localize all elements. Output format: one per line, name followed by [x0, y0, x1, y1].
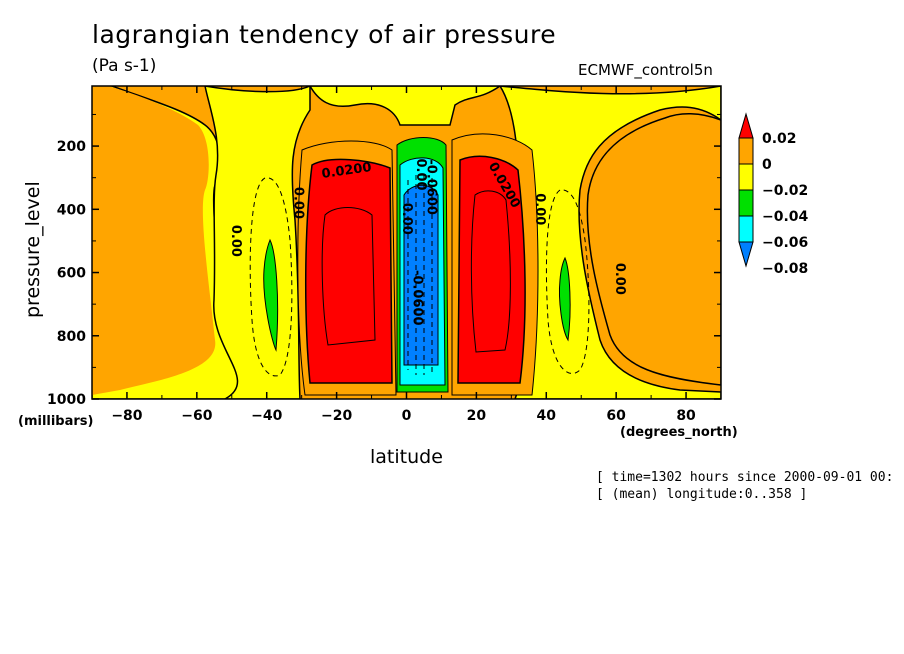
x-tick-label: −60 [181, 408, 212, 424]
legend-swatch [738, 163, 754, 191]
chart-title: lagrangian tendency of air pressure [92, 20, 557, 49]
legend-swatch [738, 112, 754, 139]
legend-swatch [738, 241, 754, 268]
legend-label: 0 [762, 157, 772, 173]
y-tick-label: 800 [57, 329, 86, 345]
contour-label: -0.0600 [423, 159, 438, 215]
contour-label: 0.00 [291, 187, 306, 219]
x-tick-label: −20 [321, 408, 352, 424]
x-tick-label: −80 [111, 408, 142, 424]
x-axis-label: latitude [370, 446, 443, 468]
legend-label: −0.02 [762, 183, 808, 199]
x-tick-label: 20 [467, 408, 487, 424]
y-tick-label: 400 [57, 202, 86, 218]
legend-label: −0.08 [762, 261, 808, 277]
color-legend: 0.02 0 −0.02 −0.04 −0.06 −0.08 [738, 112, 809, 277]
contour-dashed-sh [249, 177, 293, 377]
contour-dashed-nh [545, 189, 590, 374]
longitude-annotation: [ (mean) longitude:0..358 ] [596, 487, 808, 502]
legend-swatch [738, 215, 754, 243]
time-annotation: [ time=1302 hours since 2000-09-01 00: [596, 470, 894, 485]
y-tick-label: 600 [57, 266, 86, 282]
x-tick-label: −40 [251, 408, 282, 424]
contour-label: 0.00 [399, 203, 414, 235]
field-top-yellow [309, 86, 502, 126]
contour-dashed-column [407, 175, 433, 375]
y-axis: 1000 800 600 400 200 [47, 113, 721, 408]
y-axis-units: (millibars) [18, 414, 94, 429]
contour-label: 0.00 [228, 225, 243, 257]
x-tick-label: 0 [402, 408, 412, 424]
legend-label: −0.04 [762, 209, 809, 225]
contour-label: 0.00 [532, 193, 547, 225]
dataset-label: ECMWF_control5n [578, 61, 713, 79]
field-neg-region-sh-mask [92, 86, 216, 395]
y-tick-label: 200 [57, 139, 86, 155]
legend-swatch [738, 137, 754, 165]
contour-label: -0.0600 [409, 270, 424, 326]
contour-label: 0.00 [413, 158, 428, 190]
contour-solid-sh [321, 207, 376, 346]
field-zero-nh-mask [586, 113, 721, 386]
field-neg-lobe-sh [263, 238, 279, 352]
legend-swatch [738, 189, 754, 217]
legend-label: 0.02 [762, 131, 797, 147]
x-tick-label: 40 [537, 408, 557, 424]
field-positive-cell-sh [304, 158, 393, 384]
x-axis-units: (degrees_north) [620, 425, 738, 440]
contour-solid-nh [470, 190, 511, 353]
y-tick-label: 1000 [47, 392, 86, 408]
legend-label: −0.06 [762, 235, 808, 251]
chart-units: (Pa s-1) [92, 56, 157, 76]
field-neg-lobe-nh [559, 256, 571, 342]
x-tick-label: 80 [676, 408, 696, 424]
contour-label: 0.00 [612, 263, 627, 295]
contour-label: 0.0200 [321, 160, 373, 182]
plot-area [92, 86, 721, 399]
x-tick-label: 60 [606, 408, 626, 424]
